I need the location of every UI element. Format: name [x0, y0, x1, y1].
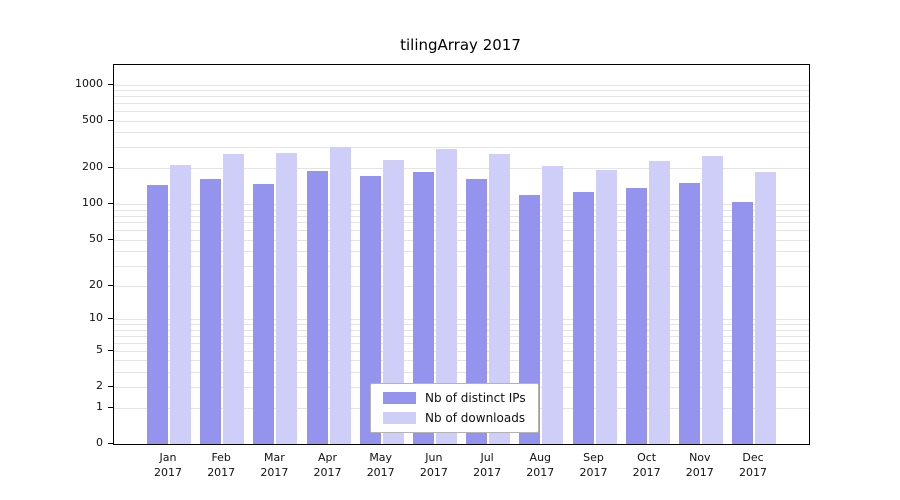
chart-title: tilingArray 2017 — [400, 36, 521, 54]
gridline — [114, 209, 809, 211]
y-tick-label: 5 — [96, 342, 103, 356]
y-tick-label: 500 — [82, 112, 103, 126]
plot-area: Nb of distinct IPs Nb of downloads — [113, 64, 810, 445]
y-tick-mark — [108, 203, 113, 205]
legend-label-downloads: Nb of downloads — [425, 411, 526, 425]
legend: Nb of distinct IPs Nb of downloads — [370, 383, 539, 433]
y-tick-label: 1 — [96, 400, 103, 413]
bar-distinct-ips — [412, 171, 434, 444]
y-tick-mark — [108, 167, 113, 169]
x-tick-label: Sep 2017 — [579, 451, 608, 479]
legend-item-distinct-ips: Nb of distinct IPs — [383, 391, 526, 405]
x-tick-label: Jun 2017 — [419, 451, 448, 479]
y-tick-label: 20 — [89, 277, 103, 291]
gridline — [114, 285, 809, 287]
gridline — [114, 120, 809, 122]
y-tick-mark — [108, 443, 113, 444]
gridline — [114, 265, 809, 267]
bar-distinct-ips — [466, 178, 488, 444]
bar-downloads — [489, 153, 511, 444]
y-tick-mark — [108, 385, 113, 387]
bar-downloads — [382, 160, 404, 444]
bar-distinct-ips — [253, 183, 275, 444]
legend-item-downloads: Nb of downloads — [383, 411, 526, 425]
bar-downloads — [329, 147, 351, 444]
bar-downloads — [170, 164, 191, 444]
gridline — [114, 335, 809, 337]
y-tick-mark — [108, 83, 113, 85]
gridline — [114, 168, 809, 170]
bar-distinct-ips — [200, 179, 222, 444]
bar-distinct-ips — [147, 184, 168, 444]
bar-downloads — [648, 161, 670, 444]
legend-label-distinct-ips: Nb of distinct IPs — [425, 391, 526, 405]
x-tick-label: Jul 2017 — [473, 451, 502, 479]
gridline — [114, 132, 809, 134]
y-tick-label: 200 — [82, 160, 103, 174]
x-tick-label: Mar 2017 — [260, 451, 289, 479]
gridline — [114, 147, 809, 149]
legend-swatch-distinct-ips — [383, 392, 416, 404]
bar-distinct-ips — [625, 187, 647, 444]
y-tick-label: 10 — [89, 311, 103, 325]
gridline — [114, 222, 809, 224]
gridline — [114, 371, 809, 373]
y-tick-label: 100 — [82, 196, 103, 210]
bar-downloads — [542, 165, 564, 444]
y-tick-mark — [108, 407, 113, 408]
bar-distinct-ips — [519, 194, 541, 444]
x-tick-label: Dec 2017 — [739, 451, 767, 479]
bar-distinct-ips — [359, 176, 381, 444]
gridline — [114, 230, 809, 232]
gridline — [114, 250, 809, 252]
bar-downloads — [276, 152, 298, 444]
gridline — [114, 84, 809, 86]
y-tick-mark — [108, 238, 113, 240]
x-tick-label: May 2017 — [366, 451, 395, 479]
gridline — [114, 103, 809, 105]
x-tick-label: Feb 2017 — [207, 451, 236, 479]
gridline — [114, 329, 809, 331]
bar-distinct-ips — [732, 201, 753, 444]
y-tick-label: 0 — [96, 436, 103, 449]
bar-downloads — [755, 172, 776, 444]
gridline — [114, 204, 809, 206]
bar-distinct-ips — [306, 171, 328, 444]
gridline — [114, 239, 809, 241]
gridline — [114, 111, 809, 113]
bar-downloads — [595, 169, 617, 444]
bar-downloads — [435, 149, 457, 444]
y-tick-mark — [108, 119, 113, 121]
y-tick-label: 2 — [96, 378, 103, 392]
bar-downloads — [223, 153, 245, 444]
gridline — [114, 360, 809, 362]
grid-layer — [114, 65, 809, 444]
y-tick-mark — [108, 318, 113, 320]
x-tick-label: Aug 2017 — [526, 451, 555, 479]
bar-distinct-ips — [678, 182, 700, 444]
gridline — [114, 215, 809, 217]
x-tick-label: Nov 2017 — [685, 451, 714, 479]
legend-swatch-downloads — [383, 412, 416, 424]
gridline — [114, 342, 809, 344]
bars-layer — [114, 65, 809, 444]
gridline — [114, 324, 809, 326]
y-tick-mark — [108, 284, 113, 286]
gridline — [114, 96, 809, 98]
gridline — [114, 350, 809, 352]
y-tick-mark — [108, 349, 113, 351]
x-tick-label: Apr 2017 — [313, 451, 342, 479]
gridline — [114, 90, 809, 92]
x-tick-label: Jan 2017 — [154, 451, 182, 479]
bar-distinct-ips — [572, 192, 594, 444]
gridline — [114, 319, 809, 321]
y-tick-label: 50 — [89, 231, 103, 245]
x-tick-label: Oct 2017 — [632, 451, 661, 479]
bar-downloads — [701, 155, 723, 444]
y-tick-label: 1000 — [75, 76, 103, 90]
